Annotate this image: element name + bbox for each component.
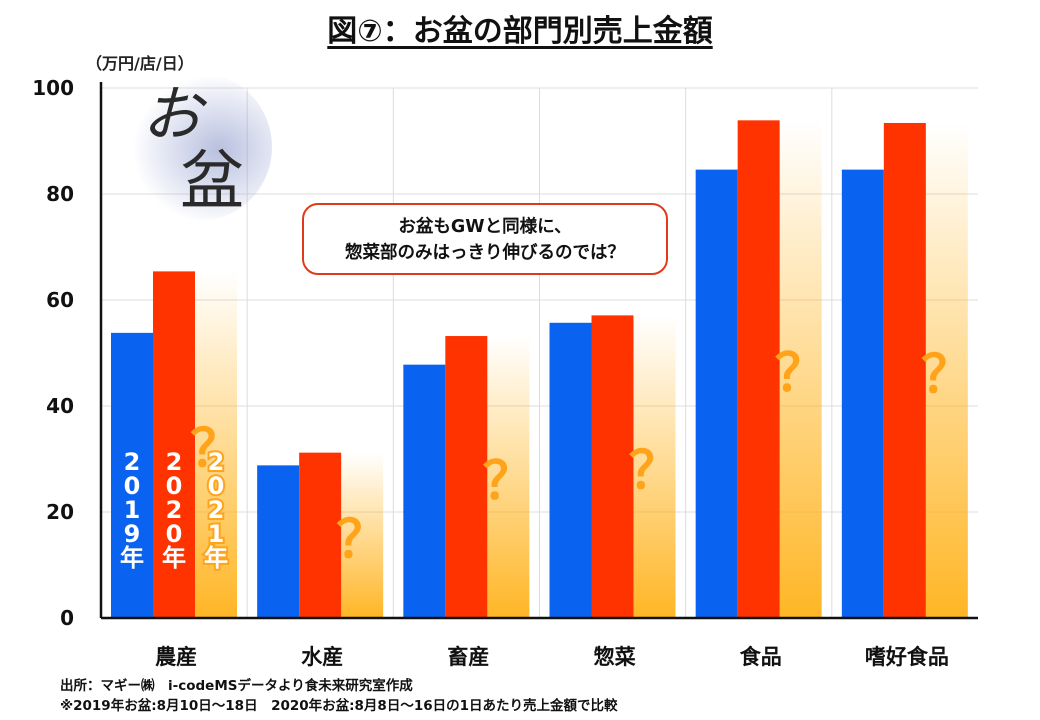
callout-box: お盆もGWと同様に、 惣菜部のみはっきり伸びるのでは？ (302, 203, 668, 275)
legend-char-2: 1 (208, 520, 225, 548)
bar-2019 (549, 322, 592, 618)
legend-char-0: 1 (124, 496, 141, 524)
legend-char-0: 2 (124, 448, 141, 476)
placeholder-fades (195, 120, 968, 618)
y-tick-label: 100 (32, 76, 74, 100)
y-tick-labels: 0 20 40 60 80 100 (32, 76, 74, 630)
bar-2020 (445, 336, 488, 618)
logo-bon: 盆 (180, 145, 244, 219)
source-note: 出所：マギー㈱ i-codeMSデータより食未来研究室作成 ※2019年お盆:8… (60, 676, 618, 716)
bar-2021-placeholder (779, 120, 822, 618)
x-category-label: 嗜好食品 (865, 645, 949, 669)
bar-2021-placeholder (633, 315, 676, 618)
bar-2021-placeholder (341, 452, 384, 618)
legend-char-1: 年 (162, 544, 186, 572)
question-marks: ？ ？ ？ ？ ？ ？ (190, 344, 973, 570)
x-category-label: 食品 (740, 645, 782, 669)
y-tick-label: 60 (46, 288, 74, 312)
legend-char-1: 2 (166, 448, 183, 476)
question-mark: ？ (775, 344, 827, 404)
callout-line1: お盆もGWと同様に、 (398, 217, 572, 237)
bar-2020 (153, 271, 195, 618)
question-mark: ？ (921, 345, 973, 405)
bar-2019 (841, 169, 884, 618)
source-line1: 出所：マギー㈱ i-codeMSデータより食未来研究室作成 (60, 678, 413, 694)
y-tick-label: 0 (60, 606, 74, 630)
legend-char-1: 0 (166, 472, 183, 500)
legend-char-2: 年 (204, 544, 228, 572)
bar-2020 (299, 452, 342, 618)
y-tick-label: 80 (46, 182, 74, 206)
y-axis-unit: （万円/店/日） (86, 54, 194, 73)
obon-logo: お 盆 (132, 74, 272, 220)
legend-char-2: 2 (208, 448, 225, 476)
legend-char-2: 2 (208, 496, 225, 524)
bar-2021-placeholder (925, 122, 968, 618)
legend-char-2: 0 (208, 472, 225, 500)
x-category-label: 畜産 (447, 645, 489, 669)
y-tick-label: 20 (46, 500, 74, 524)
question-mark: ？ (190, 420, 242, 480)
axes (99, 82, 978, 620)
logo-o: お (142, 80, 202, 150)
legend-char-1: 2 (166, 496, 183, 524)
legend-char-0: 年 (120, 544, 144, 572)
bar-2020 (591, 315, 634, 618)
bar-2021-placeholder (487, 336, 530, 618)
question-mark: ？ (482, 452, 534, 512)
callout-line2: 惣菜部のみはっきり伸びるのでは？ (345, 243, 625, 263)
bar-2019 (695, 169, 738, 618)
bar-2019 (111, 332, 153, 618)
bar-2020 (737, 120, 780, 618)
chart-title: 図⑦：お盆の部門別売上金額 (327, 14, 713, 49)
question-mark: ？ (336, 510, 388, 570)
x-category-labels: 農産 水産 畜産 惣菜 食品 嗜好食品 (155, 645, 949, 669)
x-category-label: 惣菜 (594, 645, 636, 669)
legend-char-0: 9 (124, 520, 141, 548)
x-category-label: 農産 (155, 645, 197, 669)
legend-char-1: 0 (166, 520, 183, 548)
bar-2020 (883, 122, 926, 618)
bar-2021-placeholder (195, 271, 237, 618)
x-category-label: 水産 (301, 645, 343, 669)
y-tick-label: 40 (46, 394, 74, 418)
bar-2019 (257, 465, 300, 618)
bar-2019 (403, 364, 446, 618)
bars (111, 120, 926, 618)
source-line2: ※2019年お盆:8月10日～18日 2020年お盆:8月8日～16日の1日あた… (60, 698, 618, 714)
legend-char-0: 0 (124, 472, 141, 500)
question-mark: ？ (628, 442, 680, 502)
